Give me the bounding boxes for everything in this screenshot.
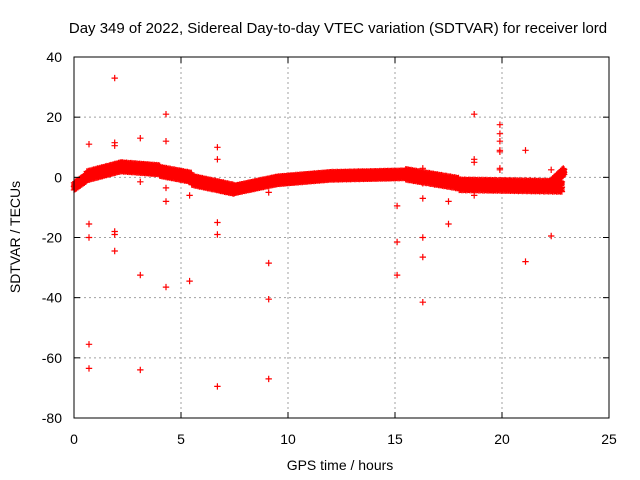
outlier-point (162, 198, 170, 205)
outlier-point (85, 141, 93, 148)
outlier-point (445, 198, 452, 205)
outlier-point (471, 111, 478, 118)
outlier-point (471, 159, 478, 166)
data-points (70, 74, 568, 390)
outlier-point (162, 138, 170, 145)
y-tick-label: -20 (42, 230, 62, 246)
outlier-point (393, 271, 401, 279)
outlier-point (214, 383, 221, 390)
y-tick-label: 0 (54, 169, 62, 185)
outlier-point (162, 184, 170, 192)
outlier-point (445, 220, 452, 228)
outlier-point (85, 365, 93, 372)
x-tick-labels: 0 5 10 15 20 25 (70, 431, 617, 447)
outlier-point (162, 111, 170, 118)
x-tick-label: 0 (70, 431, 78, 447)
outlier-point (496, 138, 504, 145)
outlier-point (419, 234, 426, 241)
x-tick-label: 25 (601, 431, 617, 447)
outlier-point (496, 130, 504, 137)
y-tick-label: -40 (42, 290, 62, 306)
outlier-point (548, 232, 555, 240)
x-axis-label: GPS time / hours (287, 457, 394, 473)
outlier-point (496, 121, 504, 128)
outlier-point (214, 156, 221, 163)
outlier-point (265, 296, 272, 303)
outlier-point (265, 189, 272, 196)
outlier-point (85, 234, 93, 241)
grid-layer (74, 57, 609, 418)
outlier-point (393, 238, 401, 246)
outlier-point (137, 271, 144, 279)
x-tick-label: 5 (177, 431, 185, 447)
x-tick-label: 15 (387, 431, 403, 447)
outlier-point (85, 220, 93, 228)
outlier-point (137, 366, 144, 374)
outlier-point (419, 180, 426, 187)
axis-ticks (73, 56, 610, 419)
outlier-point (419, 253, 426, 261)
outlier-point (471, 192, 478, 199)
outlier-point (522, 258, 529, 265)
y-tick-label: 20 (46, 109, 62, 125)
outlier-point (419, 165, 426, 172)
outlier-point (548, 166, 555, 173)
x-tick-label: 20 (494, 431, 510, 447)
outlier-point (111, 247, 118, 255)
x-tick-label: 10 (280, 431, 296, 447)
outlier-point (214, 144, 221, 151)
band-point (560, 166, 568, 173)
outlier-point (162, 283, 170, 291)
outlier-point (186, 277, 193, 285)
y-tick-label: -80 (42, 410, 62, 426)
outlier-point (265, 259, 272, 267)
outlier-point (137, 135, 144, 142)
y-tick-label: -60 (42, 350, 62, 366)
outlier-point (137, 178, 144, 185)
outlier-point (214, 231, 221, 238)
outlier-point (496, 166, 504, 173)
outlier-point (111, 142, 118, 149)
chart-title: Day 349 of 2022, Sidereal Day-to-day VTE… (69, 20, 607, 37)
outlier-point (111, 74, 118, 82)
outlier-point (111, 231, 118, 238)
outlier-point (214, 219, 221, 226)
y-axis-label: SDTVAR / TECUs (7, 181, 23, 293)
outlier-point (186, 192, 193, 199)
outlier-point (419, 299, 426, 306)
y-tick-labels: -80 -60 -40 -20 0 20 40 (42, 49, 62, 426)
outlier-point (85, 341, 93, 348)
outlier-point (522, 147, 529, 154)
outlier-point (265, 375, 272, 383)
y-tick-label: 40 (46, 49, 62, 65)
outlier-point (393, 202, 401, 210)
outlier-point (419, 195, 426, 202)
outlier-point (496, 148, 504, 155)
